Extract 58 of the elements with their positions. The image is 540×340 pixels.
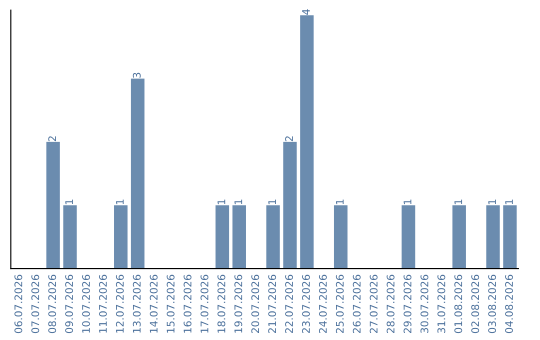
x-tick-label: 30.07.2026: [420, 274, 428, 334]
data-label: 1: [65, 200, 73, 204]
x-tick-label: 13.07.2026: [132, 274, 141, 333]
bar: [130, 78, 144, 269]
x-tick-label: 08.07.2026: [48, 274, 56, 334]
data-label: 2: [48, 136, 56, 142]
data-label: 1: [268, 200, 276, 204]
x-tick-label: 03.08.2026: [488, 274, 496, 334]
x-tick-label: 18.07.2026: [217, 274, 226, 333]
x-tick-label: 17.07.2026: [200, 274, 208, 333]
x-tick-label: 24.07.2026: [318, 274, 327, 334]
x-tick-label: 06.07.2026: [14, 274, 22, 334]
bar: [300, 15, 314, 269]
data-label: 1: [404, 200, 412, 204]
x-tick-label: 14.07.2026: [150, 274, 158, 333]
bar: [486, 205, 500, 269]
bar: [266, 205, 280, 269]
data-label: 1: [218, 200, 226, 204]
x-tick-label: 12.07.2026: [116, 274, 124, 333]
x-tick-label: 07.07.2026: [31, 274, 40, 334]
bar: [63, 205, 77, 269]
x-tick-label: 23.07.2026: [302, 274, 310, 334]
x-tick-label: 26.07.2026: [352, 274, 361, 334]
data-label: 3: [132, 72, 141, 78]
x-tick-label: 20.07.2026: [251, 274, 260, 334]
data-label: 2: [285, 136, 293, 142]
bar: [452, 205, 466, 269]
x-tick-label: 19.07.2026: [234, 274, 242, 333]
x-tick-label: 22.07.2026: [285, 274, 293, 334]
x-tick-label: 16.07.2026: [184, 274, 192, 333]
bar: [283, 142, 297, 269]
data-label: 1: [234, 200, 242, 204]
x-tick-label: 01.08.2026: [454, 274, 462, 334]
data-label: 4: [302, 9, 310, 15]
x-tick-label: 11.07.2026: [99, 274, 107, 333]
x-tick-label: 25.07.2026: [336, 274, 344, 334]
bar: [503, 205, 517, 269]
bar: [232, 205, 246, 269]
data-label: 1: [454, 200, 462, 204]
data-label: 1: [116, 200, 124, 204]
x-tick-label: 15.07.2026: [166, 274, 175, 333]
x-tick-label: 27.07.2026: [370, 274, 378, 334]
x-tick-label: 28.07.2026: [386, 274, 395, 334]
data-label: 1: [505, 200, 513, 204]
x-tick-label: 29.07.2026: [404, 274, 412, 334]
data-label: 1: [488, 200, 496, 204]
x-tick-label: 31.07.2026: [437, 274, 446, 334]
bar: [216, 205, 230, 269]
x-tick-label: 02.08.2026: [471, 274, 480, 334]
x-tick-label: 21.07.2026: [268, 274, 276, 334]
x-tick-label: 10.07.2026: [82, 274, 90, 333]
bar: [114, 205, 128, 269]
bar: [334, 205, 348, 269]
bar: [402, 205, 416, 269]
data-label: 1: [336, 200, 344, 204]
x-tick-label: 09.07.2026: [65, 274, 74, 334]
x-tick-label: 04.08.2026: [505, 274, 513, 334]
bar: [46, 142, 60, 269]
